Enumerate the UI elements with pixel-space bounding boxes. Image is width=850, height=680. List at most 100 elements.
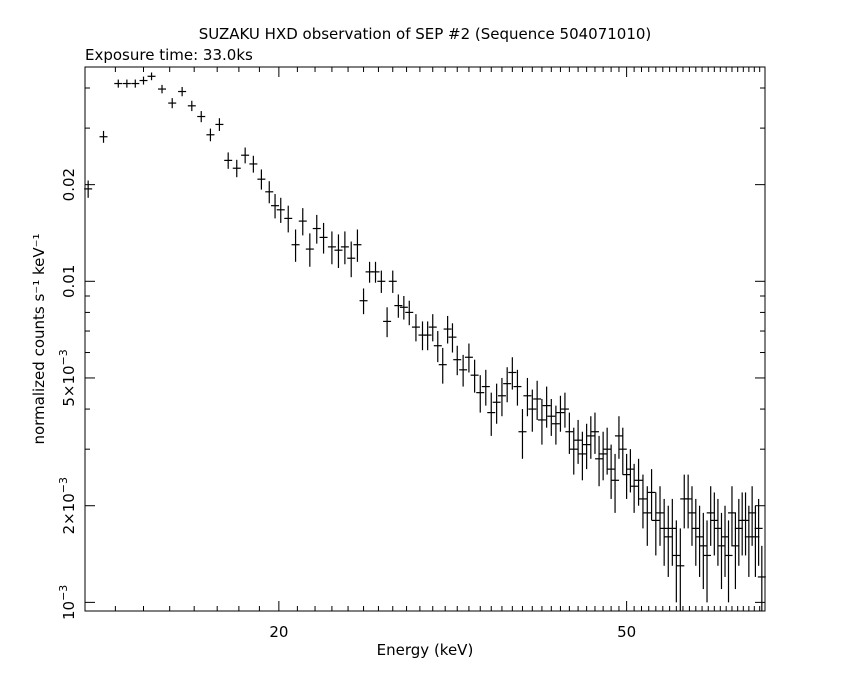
chart-title: SUZAKU HXD observation of SEP #2 (Sequen… [199,25,652,43]
data-point [599,431,608,481]
data-point [497,377,506,417]
data-point [717,512,726,590]
data-point [513,369,522,406]
data-point [327,231,336,265]
data-point [438,347,447,384]
data-point [265,181,274,204]
data-point [312,214,321,244]
data-point [664,505,673,577]
data-point [618,427,627,475]
data-point [394,294,403,318]
data-point [232,159,241,178]
data-point [754,498,763,566]
data-point [405,300,414,326]
data-point [459,354,468,387]
data-point [481,369,490,406]
data-point [706,486,715,546]
data-point [684,474,693,529]
data-point [721,505,730,577]
data-point [388,270,397,293]
data-point [703,520,712,603]
data-point [590,412,599,454]
data-point [122,79,131,88]
x-tick-label: 50 [617,623,636,641]
data-point [340,231,349,265]
data-point [680,474,689,529]
data-point [741,492,750,556]
data-point [656,486,665,546]
data-point [377,270,386,293]
exposure-subtitle: Exposure time: 33.0ks [85,46,253,64]
x-tick-label: 20 [269,623,288,641]
data-point [614,416,623,459]
data-point [334,234,343,269]
data-point [687,486,696,546]
data-point [660,498,669,566]
data-point [634,458,643,506]
data-point [291,229,300,262]
data-point [487,392,496,436]
data-point [428,314,437,342]
data-point [565,412,574,454]
data-point [695,505,704,577]
data-point [353,229,362,262]
data-point [423,321,432,351]
plot-frame [84,66,766,612]
data-point [168,98,177,109]
data-point [547,398,556,436]
data-point [298,208,307,236]
data-point [647,469,656,521]
data-point [158,84,167,94]
data-points [84,72,766,611]
data-point [676,528,685,611]
data-point [84,180,93,198]
data-point [533,380,542,420]
data-point [433,331,442,363]
data-point [607,444,616,499]
data-point [249,155,258,173]
data-point [503,367,512,403]
data-point [411,314,420,342]
data-point [611,453,620,513]
data-point [443,315,452,344]
data-point [638,474,647,529]
y-tick-label: 0.02 [60,168,78,201]
data-point [139,76,148,85]
data-point [528,389,537,432]
data-point [99,130,108,143]
data-point [582,423,591,470]
data-point [448,323,457,353]
data-point [668,498,677,566]
data-point [276,197,285,223]
data-point [537,398,546,445]
data-point [187,100,196,112]
data-point [556,395,565,432]
data-point [453,345,462,376]
data-point [178,86,187,97]
data-point [131,79,140,88]
data-point [574,419,583,464]
data-point [595,435,604,487]
data-point [643,486,652,546]
data-point [271,194,280,219]
data-point [197,111,206,123]
data-point [399,295,408,320]
y-tick-label: 2×10−3 [57,477,78,534]
data-point [518,409,527,459]
data-point [560,392,569,428]
data-point [508,357,517,390]
data-point [691,498,700,566]
data-point [284,205,293,233]
data-point [523,377,532,417]
data-point [470,359,479,393]
data-point [757,545,766,611]
data-point [551,405,560,445]
data-point [542,386,551,428]
data-point [114,79,123,88]
data-point [672,520,681,603]
data-point [710,492,719,556]
y-axis-label: normalized counts s⁻¹ keV⁻¹ [30,233,48,444]
data-point [578,431,587,481]
data-point [492,383,501,424]
